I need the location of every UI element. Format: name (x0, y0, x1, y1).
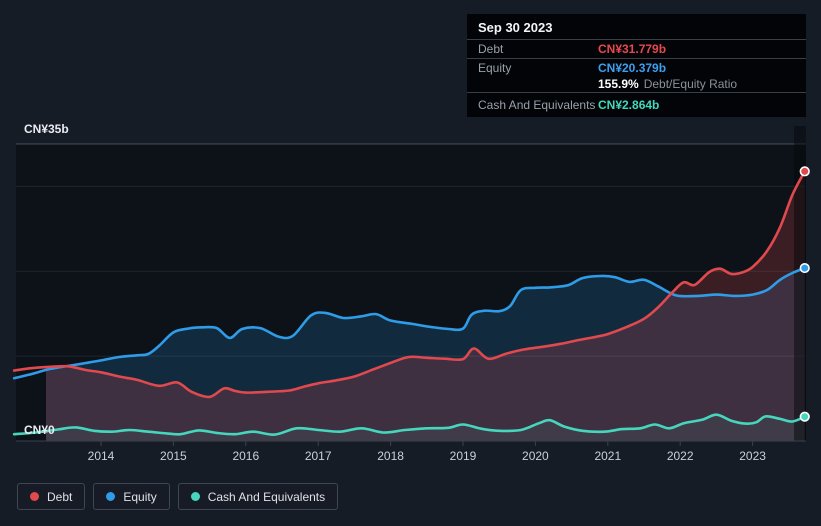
x-axis-label-2021: 2021 (586, 449, 630, 463)
cash-and-equivalents-end-dot (800, 412, 809, 421)
tooltip-date: Sep 30 2023 (467, 14, 806, 40)
tooltip-row-ratio: 155.9% Debt/Equity Ratio (467, 76, 806, 93)
tooltip-row-equity: Equity CN¥20.379b (467, 59, 806, 76)
chart-legend: Debt Equity Cash And Equivalents (17, 483, 338, 510)
cash-row-label: Cash And Equivalents (478, 98, 598, 112)
legend-item-cash-and-equivalents[interactable]: Cash And Equivalents (178, 483, 338, 510)
legend-item-equity[interactable]: Equity (93, 483, 169, 510)
y-axis-max-label: CN¥35b (24, 122, 69, 136)
legend-item-label: Equity (123, 490, 156, 504)
legend-dot-icon (30, 492, 39, 501)
debt-row-label: Debt (478, 42, 598, 56)
cash-row-value: CN¥2.864b (598, 98, 659, 112)
tooltip-row-debt: Debt CN¥31.779b (467, 40, 806, 59)
tooltip-row-cash: Cash And Equivalents CN¥2.864b (467, 93, 806, 117)
debt-equity-ratio-value: 155.9% (598, 77, 639, 91)
equity-end-dot (800, 264, 809, 273)
legend-dot-icon (106, 492, 115, 501)
legend-item-debt[interactable]: Debt (17, 483, 85, 510)
x-axis-label-2022: 2022 (658, 449, 702, 463)
debt-equity-ratio-label: Debt/Equity Ratio (644, 77, 737, 91)
x-axis-label-2023: 2023 (731, 449, 775, 463)
equity-row-value: CN¥20.379b (598, 61, 666, 75)
legend-item-label: Cash And Equivalents (208, 490, 325, 504)
debt-row-value: CN¥31.779b (598, 42, 666, 56)
x-axis-label-2020: 2020 (513, 449, 557, 463)
x-axis-label-2014: 2014 (79, 449, 123, 463)
latest-values-tooltip: Sep 30 2023 Debt CN¥31.779b Equity CN¥20… (467, 14, 806, 117)
debt-equity-history-chart-page: { "y_axis": { "top_label": "CN¥35b", "bo… (0, 0, 821, 526)
x-axis-label-2019: 2019 (441, 449, 485, 463)
equity-row-label: Equity (478, 61, 598, 75)
x-axis-label-2015: 2015 (151, 449, 195, 463)
x-axis-label-2016: 2016 (224, 449, 268, 463)
legend-item-label: Debt (47, 490, 72, 504)
legend-dot-icon (191, 492, 200, 501)
x-axis-label-2018: 2018 (369, 449, 413, 463)
x-axis-label-2017: 2017 (296, 449, 340, 463)
debt-end-dot (800, 167, 809, 176)
y-axis-min-label: CN¥0 (24, 423, 55, 437)
